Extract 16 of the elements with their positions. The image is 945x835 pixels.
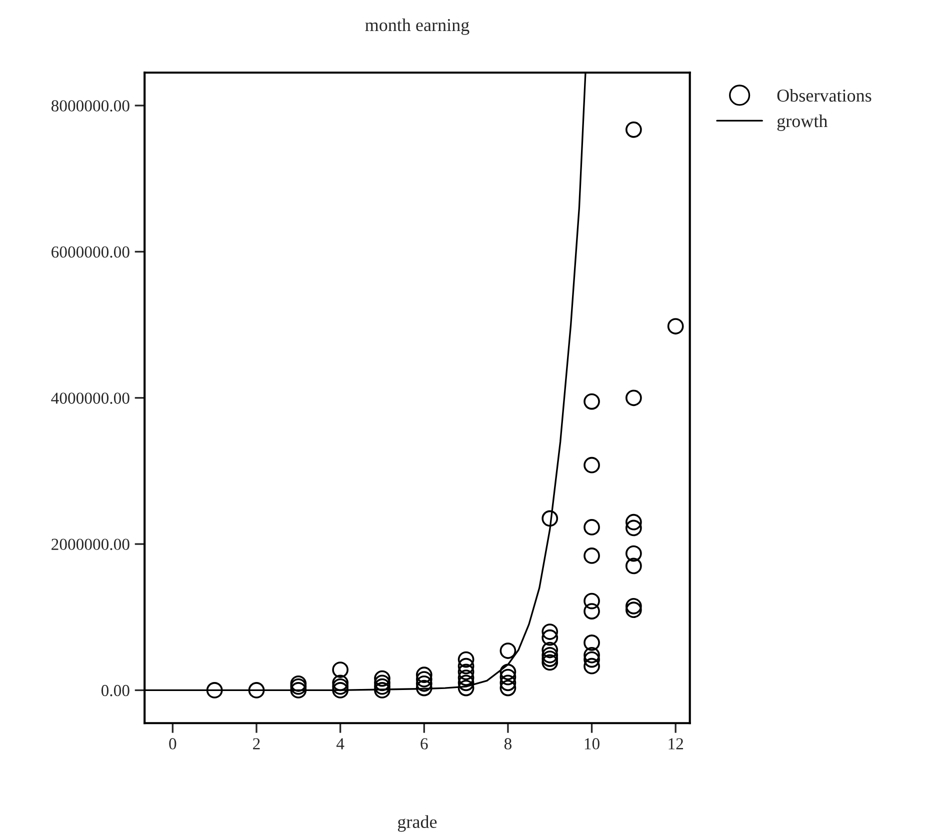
y-tick-label: 0.00 <box>101 684 130 696</box>
x-tick-label: 10 <box>584 738 600 750</box>
y-tick-label: 6000000.00 <box>52 246 130 258</box>
x-tick-label: 2 <box>253 738 260 750</box>
y-tick-label: 2000000.00 <box>52 538 130 550</box>
legend-label: Observations <box>777 89 872 102</box>
x-axis-title: grade <box>398 815 437 832</box>
y-tick-label: 4000000.00 <box>51 392 130 404</box>
chart-title: month earning <box>365 18 470 35</box>
x-tick-label: 12 <box>668 738 684 750</box>
legend-label: growth <box>777 114 828 131</box>
y-tick-label: 8000000.00 <box>51 100 130 112</box>
x-tick-label: 6 <box>420 738 428 750</box>
x-tick-label: 0 <box>169 738 176 750</box>
x-tick-label: 8 <box>504 738 512 750</box>
x-tick-label: 4 <box>336 738 344 750</box>
